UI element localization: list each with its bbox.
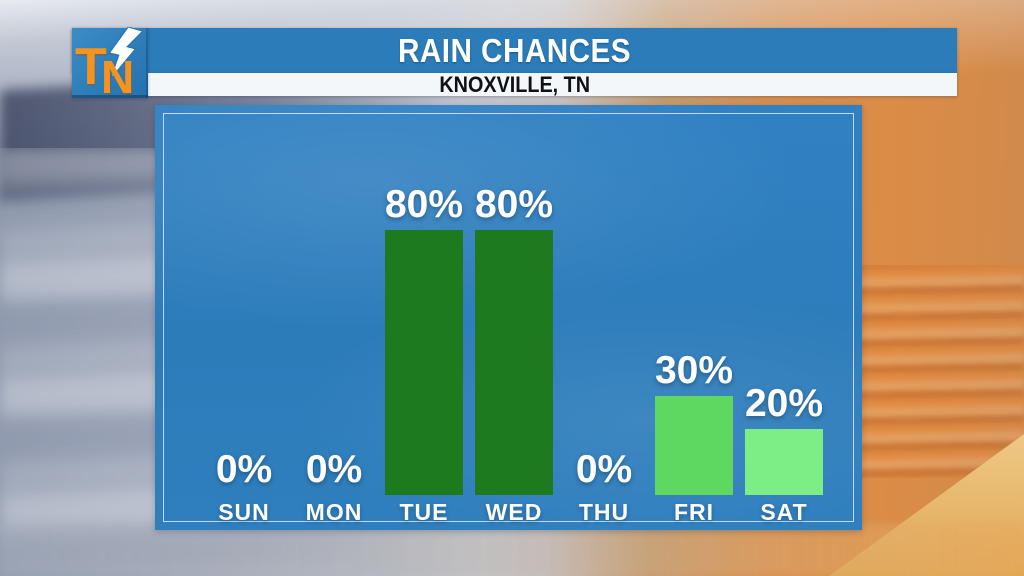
station-logo: T N bbox=[72, 27, 148, 103]
day-label-sat: SAT bbox=[760, 499, 808, 525]
day-label-wed: WED bbox=[485, 499, 543, 525]
bar-fri bbox=[655, 396, 733, 495]
logo-letter-n: N bbox=[101, 51, 135, 103]
day-label-tue: TUE bbox=[399, 499, 449, 525]
header-banner: RAIN CHANCES KNOXVILLE, TN T N bbox=[72, 27, 957, 103]
value-label-mon: 0% bbox=[305, 448, 363, 491]
value-label-thu: 0% bbox=[575, 448, 633, 491]
chart-column-tue: 80% TUE bbox=[379, 105, 469, 530]
value-label-sun: 0% bbox=[215, 448, 273, 491]
day-label-thu: THU bbox=[578, 499, 630, 525]
chart-column-sat: 20% SAT bbox=[739, 105, 829, 530]
bar-chart: 0% SUN 0% MON 80% TUE 80% WED 0% THU 30% FRI 20% SAT bbox=[155, 105, 862, 530]
chart-column-fri: 30% FRI bbox=[649, 105, 739, 530]
bar-tue bbox=[385, 230, 463, 495]
location-subtitle: KNOXVILLE, TN bbox=[439, 72, 590, 97]
day-label-fri: FRI bbox=[673, 499, 715, 525]
chart-column-sun: 0% SUN bbox=[199, 105, 289, 530]
bar-wed bbox=[475, 230, 553, 495]
value-label-tue: 80% bbox=[384, 183, 464, 226]
location-subtitle-wrap: KNOXVILLE, TN bbox=[72, 73, 957, 96]
day-label-sun: SUN bbox=[218, 499, 270, 525]
value-label-sat: 20% bbox=[744, 382, 824, 425]
chart-column-mon: 0% MON bbox=[289, 105, 379, 530]
chart-column-thu: 0% THU bbox=[559, 105, 649, 530]
chart-column-wed: 80% WED bbox=[469, 105, 559, 530]
value-label-wed: 80% bbox=[474, 183, 554, 226]
page-title: RAIN CHANCES bbox=[397, 31, 632, 69]
title-bar: RAIN CHANCES bbox=[72, 28, 957, 73]
horizon-glow bbox=[0, 524, 1024, 576]
value-label-fri: 30% bbox=[654, 349, 734, 392]
day-label-mon: MON bbox=[305, 499, 363, 525]
bar-sat bbox=[745, 429, 823, 495]
chart-panel: 0% SUN 0% MON 80% TUE 80% WED 0% THU 30% FRI 20% SAT bbox=[155, 105, 862, 530]
